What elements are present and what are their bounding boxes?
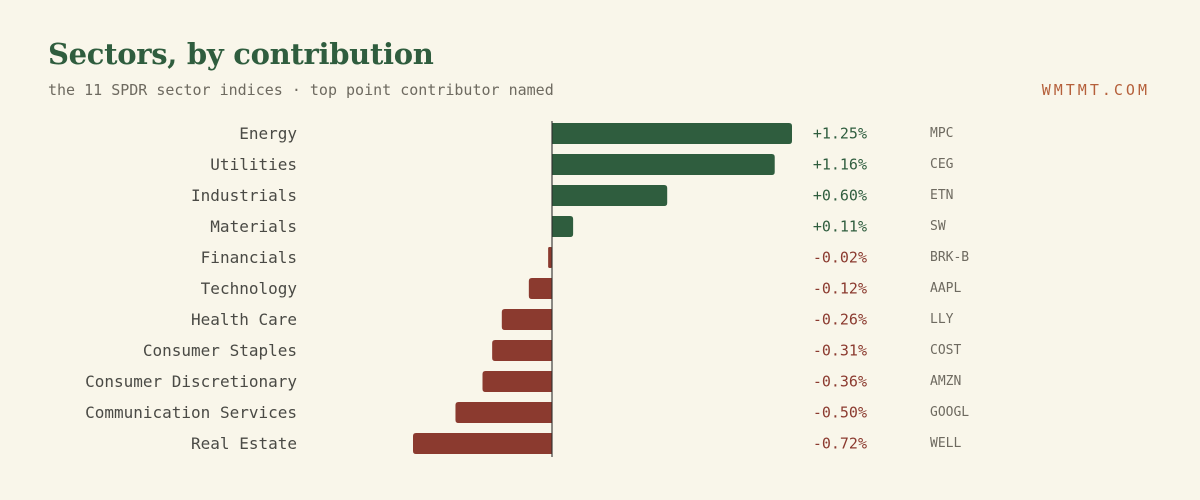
value-label: +1.16% xyxy=(813,156,867,174)
bar-energy[interactable] xyxy=(552,123,792,144)
category-label: Technology xyxy=(201,279,298,298)
value-label: +0.60% xyxy=(813,187,867,205)
category-label: Real Estate xyxy=(191,434,297,453)
category-label: Consumer Discretionary xyxy=(85,372,297,391)
bar-consumer-staples[interactable] xyxy=(492,340,552,361)
value-label: -0.36% xyxy=(813,373,867,391)
category-label: Industrials xyxy=(191,186,297,205)
top-contributor-label: LLY xyxy=(930,312,954,327)
category-label: Communication Services xyxy=(85,403,297,422)
top-contributor-label: BRK-B xyxy=(930,250,969,265)
category-label: Financials xyxy=(201,248,297,267)
category-label: Utilities xyxy=(210,155,297,174)
value-label: -0.50% xyxy=(813,404,867,422)
value-label: +1.25% xyxy=(813,125,867,143)
bar-financials[interactable] xyxy=(548,247,552,268)
bar-consumer-discretionary[interactable] xyxy=(482,371,553,392)
bar-utilities[interactable] xyxy=(552,154,775,175)
top-contributor-label: MPC xyxy=(930,126,953,141)
top-contributor-label: AAPL xyxy=(930,281,961,296)
value-label: -0.26% xyxy=(813,311,867,329)
value-label: +0.11% xyxy=(813,218,867,236)
value-label: -0.31% xyxy=(813,342,867,360)
brand-link[interactable]: WMTMT.COM xyxy=(1041,81,1150,99)
bar-materials[interactable] xyxy=(552,216,574,237)
top-contributor-label: WELL xyxy=(930,436,961,451)
value-label: -0.72% xyxy=(813,435,867,453)
category-label: Consumer Staples xyxy=(143,341,297,360)
bar-real-estate[interactable] xyxy=(413,433,552,454)
top-contributor-label: COST xyxy=(930,343,961,358)
category-label: Health Care xyxy=(191,310,297,329)
bar-communication-services[interactable] xyxy=(455,402,552,423)
bar-technology[interactable] xyxy=(528,278,552,299)
bar-health-care[interactable] xyxy=(501,309,552,330)
value-label: -0.12% xyxy=(813,280,867,298)
value-label: -0.02% xyxy=(813,249,867,267)
category-label: Energy xyxy=(239,124,297,143)
top-contributor-label: AMZN xyxy=(930,374,961,389)
top-contributor-label: CEG xyxy=(930,157,954,172)
chart-subtitle: the 11 SPDR sector indices · top point c… xyxy=(48,81,554,99)
top-contributor-label: GOOGL xyxy=(930,405,969,420)
bar-industrials[interactable] xyxy=(552,185,668,206)
top-contributor-label: SW xyxy=(930,219,946,234)
chart-title: Sectors, by contribution xyxy=(48,37,434,71)
top-contributor-label: ETN xyxy=(930,188,953,203)
category-label: Materials xyxy=(210,217,297,236)
